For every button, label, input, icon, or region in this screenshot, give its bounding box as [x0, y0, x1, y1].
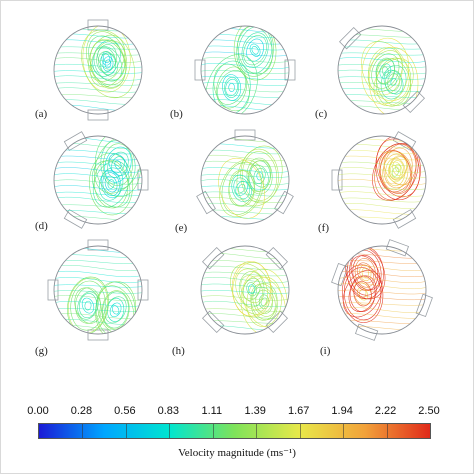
streamline-plot [331, 131, 427, 229]
colorbar-tick-label: 2.50 [418, 405, 440, 417]
baffle-slot [87, 329, 109, 341]
baffle-slot [265, 310, 288, 333]
colorbar-tick-mark [256, 424, 258, 438]
vessel-wall [200, 25, 290, 115]
vessel-wall [53, 245, 143, 335]
panel-label: (h) [172, 345, 185, 357]
colorbar-tick-label: 1.11 [201, 405, 223, 417]
vessel-wall [337, 25, 427, 115]
colorbar-tick-mark [299, 424, 301, 438]
flow-panel [190, 235, 300, 345]
baffle-slot [137, 169, 149, 191]
colorbar-tick-label: 0.00 [27, 405, 49, 417]
streamline-plot [196, 129, 294, 225]
colorbar-tick-mark [82, 424, 84, 438]
colorbar-tick-label: 0.83 [157, 405, 180, 417]
baffle-slot [137, 279, 149, 301]
streamline-plot [331, 239, 433, 341]
panel-label: (b) [170, 108, 183, 120]
colorbar [38, 423, 431, 439]
panel-label: (a) [35, 108, 48, 120]
baffle-slot [234, 129, 256, 141]
flow-panel [43, 235, 153, 345]
colorbar-tick-mark [343, 424, 345, 438]
baffle-slot [265, 247, 288, 270]
panel-label: (e) [175, 222, 188, 234]
flow-panel [327, 125, 437, 235]
streamline-plot [194, 25, 296, 115]
panel-label: (f) [318, 222, 329, 234]
colorbar-tick-label: 1.67 [287, 405, 310, 417]
streamline-plot [53, 131, 149, 229]
colorbar-title: Velocity magnitude (ms⁻¹) [178, 447, 296, 459]
vessel-wall [200, 135, 290, 225]
baffle-slot [87, 239, 109, 251]
colorbar-tick-label: 0.56 [114, 405, 136, 417]
baffle-slot [402, 90, 425, 113]
baffle-slot [415, 293, 433, 318]
panel-label: (d) [35, 220, 48, 232]
colorbar-tick-mark [386, 424, 388, 438]
baffle-slot [202, 310, 225, 333]
panel-label: (g) [35, 345, 48, 357]
flow-panel [190, 125, 300, 235]
panel-label: (i) [320, 345, 331, 357]
flow-panel [43, 125, 153, 235]
colorbar-tick-mark [125, 424, 127, 438]
flow-panel [327, 235, 437, 345]
baffle-slot [194, 59, 206, 81]
vessel-wall [53, 25, 143, 115]
baffle-slot [202, 247, 225, 270]
colorbar-tick-label: 1.39 [244, 405, 266, 417]
colorbar-tick-label: 0.28 [70, 405, 93, 417]
baffle-slot [47, 279, 59, 301]
streamline-plot [47, 239, 149, 341]
baffle-slot [284, 59, 296, 81]
baffle-slot [385, 239, 410, 257]
colorbar-tick-label: 2.22 [374, 405, 397, 417]
streamline-plot [337, 25, 427, 115]
vessel-wall [200, 245, 290, 335]
vessel-wall [337, 135, 427, 225]
streamline-plot [53, 19, 143, 121]
vessel-wall [53, 135, 143, 225]
colorbar-tick-label: 1.94 [331, 405, 353, 417]
flow-panel [190, 15, 300, 125]
baffle-slot [87, 109, 109, 121]
baffle-slot [87, 19, 109, 31]
colorbar-tick-mark [212, 424, 214, 438]
flow-panel [43, 15, 153, 125]
baffle-slot [339, 27, 362, 50]
baffle-slot [354, 323, 379, 341]
streamline-plot [200, 245, 290, 335]
vessel-wall [337, 245, 427, 335]
panel-label: (c) [315, 108, 328, 120]
flow-panel [327, 15, 437, 125]
colorbar-tick-mark [169, 424, 171, 438]
baffle-slot [331, 262, 349, 287]
